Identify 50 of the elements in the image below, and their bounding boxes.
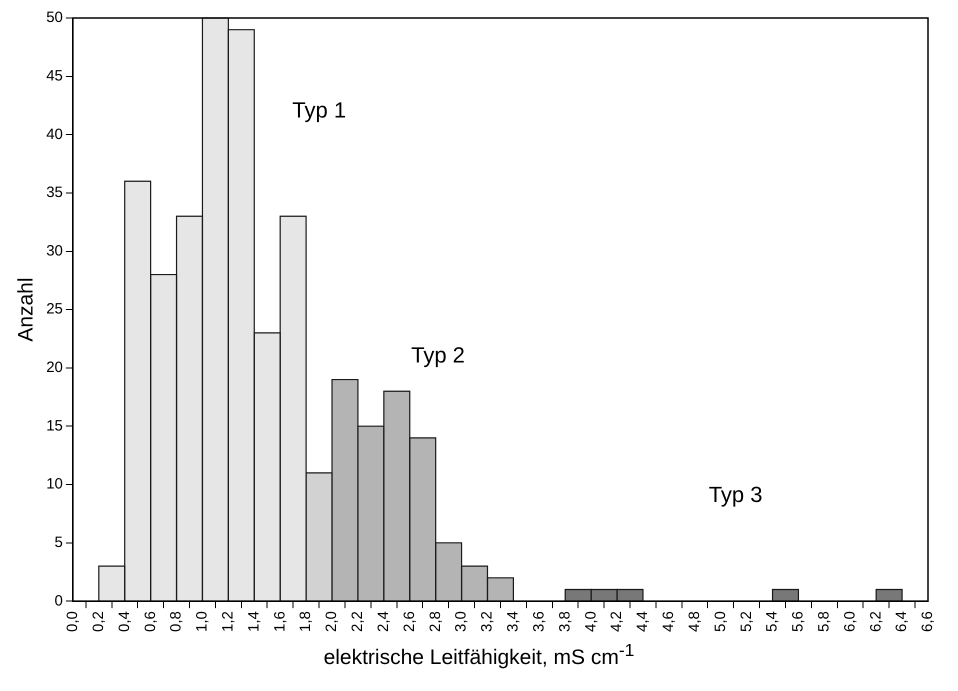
x-tick-label: 3,6: [530, 611, 548, 632]
x-tick-label: 5,2: [738, 611, 755, 632]
x-tick-label: 5,8: [815, 611, 832, 632]
x-tick-label: 6,6: [919, 611, 936, 632]
x-tick-label: 4,6: [660, 611, 678, 632]
x-tick-label: 3,8: [556, 611, 574, 632]
x-tick-label: 5,4: [764, 611, 781, 632]
x-tick-label: 6,0: [841, 611, 858, 632]
x-tick-label: 5,6: [790, 611, 807, 632]
x-tick-label: 4,2: [608, 611, 626, 632]
x-tick-label: 1,2: [220, 611, 236, 632]
y-tick-label: 15: [46, 417, 63, 434]
x-tick-label: 2,0: [323, 611, 340, 632]
y-tick-label: 35: [46, 184, 63, 202]
y-tick-label: 45: [46, 67, 63, 84]
x-tick-label: 1,4: [245, 611, 262, 632]
y-tick-label: 10: [46, 476, 63, 493]
y-tick-label: 30: [46, 242, 63, 260]
x-tick-label: 3,2: [478, 611, 496, 632]
x-tick-label: 3,0: [452, 611, 470, 632]
x-tick-label: 2,6: [400, 611, 418, 632]
annotation: Typ 1: [292, 97, 346, 122]
x-tick-label: 0,0: [64, 611, 82, 632]
x-axis-title: elektrische Leitfähigkeit, mS cm$^{-1}$: [322, 640, 636, 670]
y-tick-label: 20: [46, 359, 63, 376]
y-tick-label: 50: [46, 9, 63, 26]
y-tick-label: 25: [46, 300, 63, 318]
x-tick-label: 1,0: [194, 611, 211, 632]
x-tick-label: 1,6: [271, 611, 288, 632]
annotation: Typ 3: [708, 482, 763, 508]
x-tick-label: 4,8: [686, 611, 703, 632]
x-tick-label: 6,4: [893, 611, 910, 632]
x-tick-label: 2,2: [349, 611, 366, 632]
y-tick-label: 40: [46, 126, 63, 143]
x-tick-label: 1,8: [297, 611, 314, 632]
x-tick-label: 4,4: [634, 611, 652, 632]
x-tick-label: 2,8: [426, 611, 444, 632]
y-tick-label: 0: [54, 592, 63, 610]
y-axis-title: Anzahl: [14, 277, 38, 342]
x-tick-label: 4,0: [582, 611, 600, 632]
annotation: Typ 2: [411, 342, 465, 368]
x-tick-label: 2,4: [374, 611, 392, 632]
x-tick-label: 0,8: [168, 611, 185, 632]
x-tick-label: 0,6: [142, 611, 159, 632]
x-tick-label: 3,4: [504, 611, 522, 632]
x-tick-label: 5,0: [712, 611, 729, 632]
y-tick-label: 5: [54, 534, 63, 551]
x-tick-label: 0,4: [116, 611, 133, 632]
x-tick-label: 6,2: [867, 611, 884, 632]
x-tick-label: 0,2: [90, 611, 107, 632]
